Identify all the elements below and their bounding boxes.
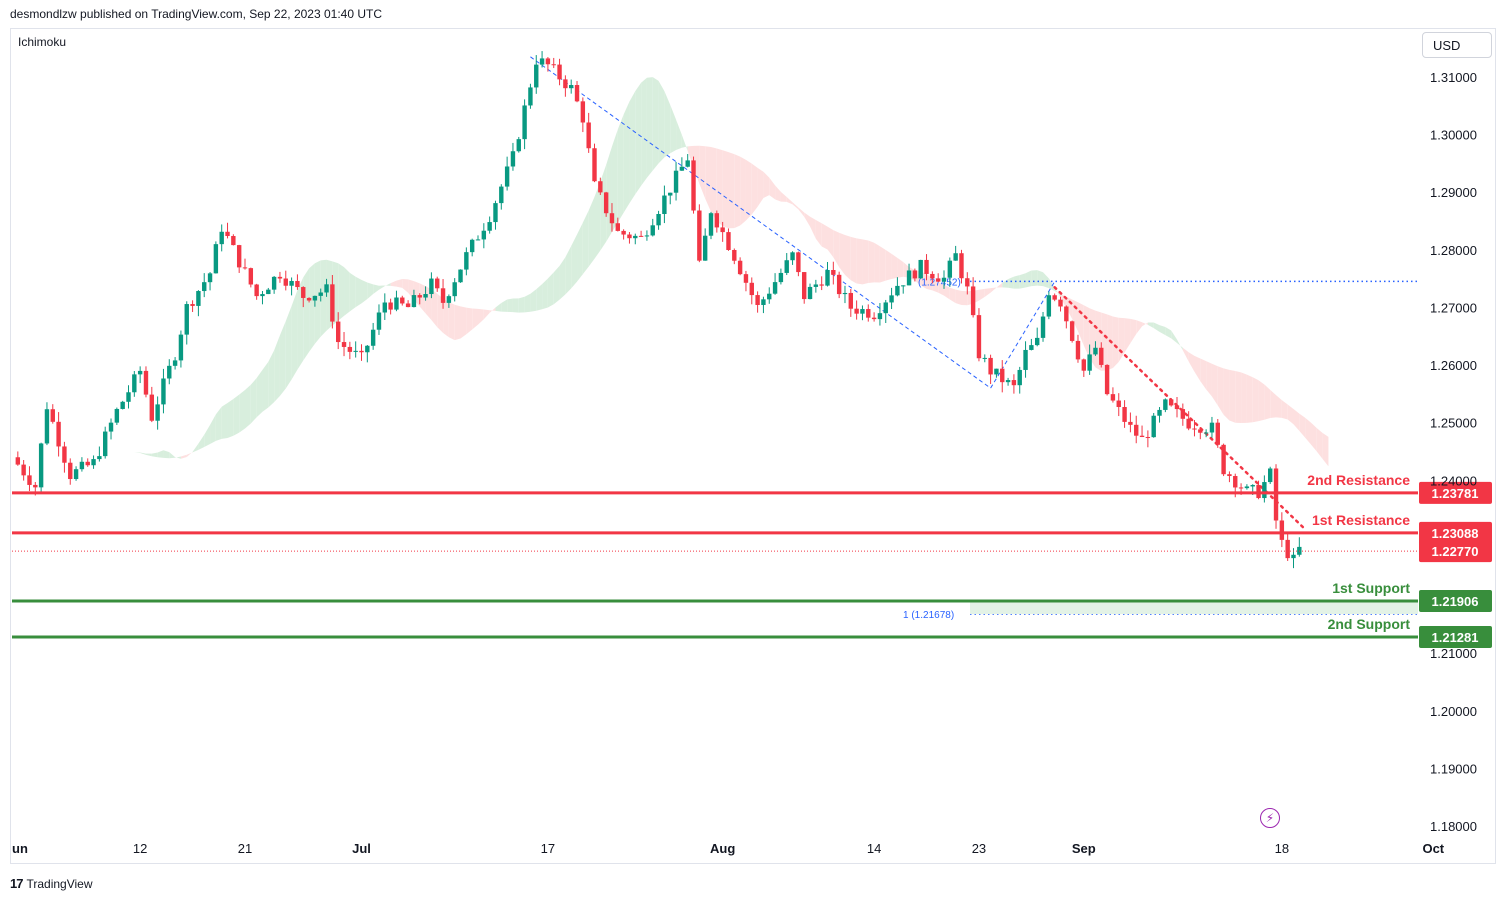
tradingview-logo-icon: 17: [10, 876, 24, 891]
footer-brand-label: TradingView: [26, 876, 93, 891]
currency-label: USD: [1433, 37, 1461, 53]
lightning-icon[interactable]: ⚡: [1260, 808, 1280, 828]
footer-brand[interactable]: 17 TradingView: [10, 876, 93, 891]
indicator-label[interactable]: Ichimoku: [18, 35, 67, 49]
currency-button[interactable]: USD: [1422, 32, 1492, 58]
publisher-header: desmondlzw published on TradingView.com,…: [10, 7, 383, 21]
chart-frame: [10, 28, 1496, 864]
